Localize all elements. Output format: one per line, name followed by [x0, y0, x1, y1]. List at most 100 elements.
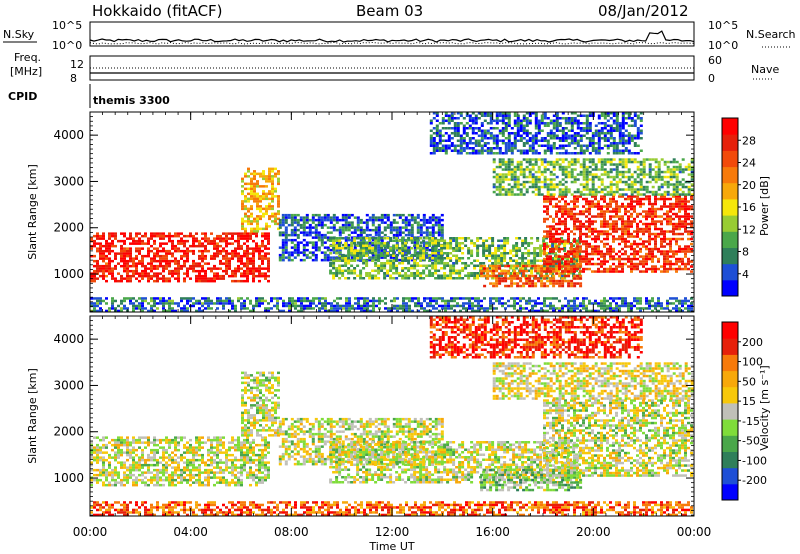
rti-cell: [524, 247, 528, 250]
rti-cell: [497, 274, 501, 277]
rti-cell: [497, 244, 501, 247]
rti-cell: [459, 122, 463, 125]
rti-cell: [111, 232, 114, 235]
rti-cell: [476, 244, 480, 247]
rti-cell: [516, 122, 520, 125]
rti-cell: [344, 226, 348, 229]
rti-cell: [663, 170, 667, 174]
rti-cell: [503, 254, 507, 257]
rti-cell: [669, 207, 672, 211]
rti-cell: [524, 237, 528, 240]
rti-cell: [648, 247, 651, 251]
rti-cell: [293, 221, 297, 224]
rti-cell: [274, 172, 277, 176]
rti-cell: [207, 277, 210, 280]
rti-cell: [515, 252, 519, 255]
rti-cell: [666, 165, 670, 169]
rti-cell: [459, 134, 463, 137]
rti-cell: [374, 237, 378, 240]
rti-cell: [527, 249, 531, 252]
rti-cell: [615, 127, 619, 130]
rti-cell: [135, 277, 138, 280]
rti-cell: [407, 213, 411, 217]
rti-cell: [588, 139, 592, 142]
rti-cell: [108, 237, 111, 240]
rti-cell: [513, 272, 517, 275]
rti-cell: [246, 264, 249, 268]
rti-cell: [687, 168, 691, 171]
rti-cell: [407, 233, 411, 237]
rti-cell: [513, 122, 517, 125]
rti-cell: [579, 220, 582, 223]
rti-cell: [287, 253, 291, 257]
rti-cell: [452, 237, 456, 240]
rti-cell: [585, 220, 588, 223]
rti-cell: [225, 234, 228, 238]
rti-cell: [440, 274, 444, 277]
rti-cell: [453, 144, 457, 147]
rti-cell: [492, 282, 496, 285]
rti-cell: [474, 142, 478, 145]
rti-cell: [510, 132, 514, 135]
rti-cell: [174, 267, 177, 270]
rti-cell: [356, 249, 360, 252]
rti-cell: [678, 247, 681, 251]
rti-cell: [186, 274, 189, 278]
rti-cell: [159, 244, 162, 248]
rti-cell: [495, 137, 499, 140]
rti-cell: [404, 221, 408, 224]
rti-cell: [216, 267, 219, 270]
rti-cell: [515, 249, 519, 252]
rti-cell: [564, 260, 567, 263]
rti-cell: [615, 122, 619, 125]
rti-cell: [684, 205, 687, 208]
rti-cell: [612, 207, 615, 211]
rti-cell: [654, 235, 657, 238]
rti-cell: [519, 127, 523, 130]
rti-cell: [341, 269, 345, 272]
rti-cell: [519, 183, 523, 186]
rti-cell: [204, 257, 207, 260]
rti-cell: [615, 149, 619, 152]
rti-cell: [609, 265, 612, 268]
rti-cell: [429, 129, 433, 132]
rti-cell: [576, 197, 579, 201]
rti-cell: [252, 257, 255, 260]
rti-cell: [480, 147, 484, 150]
rti-cell: [564, 144, 568, 147]
rti-cell: [467, 272, 471, 275]
rti-cell: [615, 173, 619, 176]
rti-cell: [168, 272, 171, 275]
rti-cell: [528, 149, 532, 152]
rti-cell: [516, 124, 520, 127]
rti-cell: [377, 233, 381, 237]
freq-tick-low: 8: [70, 72, 77, 85]
rti-cell: [123, 252, 126, 255]
rti-cell: [237, 244, 240, 248]
rti-cell: [615, 200, 618, 203]
rti-cell: [401, 269, 405, 272]
rti-cell: [510, 149, 514, 152]
rti-cell: [296, 236, 300, 239]
rti-cell: [284, 248, 288, 252]
rti-cell: [624, 227, 627, 231]
rti-cell: [612, 168, 616, 171]
rti-cell: [522, 137, 526, 140]
rti-cell: [241, 227, 244, 231]
rti-cell: [534, 269, 538, 273]
rti-cell: [510, 142, 514, 145]
rti-cell: [567, 142, 571, 145]
rti-cell: [681, 190, 685, 194]
rti-cell: [585, 129, 589, 132]
rti-cell: [618, 178, 622, 181]
rti-cell: [627, 210, 630, 213]
rti-cell: [549, 160, 553, 164]
rti-cell: [162, 242, 165, 245]
rti-cell: [564, 170, 568, 174]
rti-cell: [177, 274, 180, 278]
rti-cell: [543, 277, 547, 280]
rti-cell: [477, 144, 481, 147]
rti-cell: [253, 185, 256, 188]
rti-cell: [99, 257, 102, 260]
rti-cell: [201, 277, 204, 280]
